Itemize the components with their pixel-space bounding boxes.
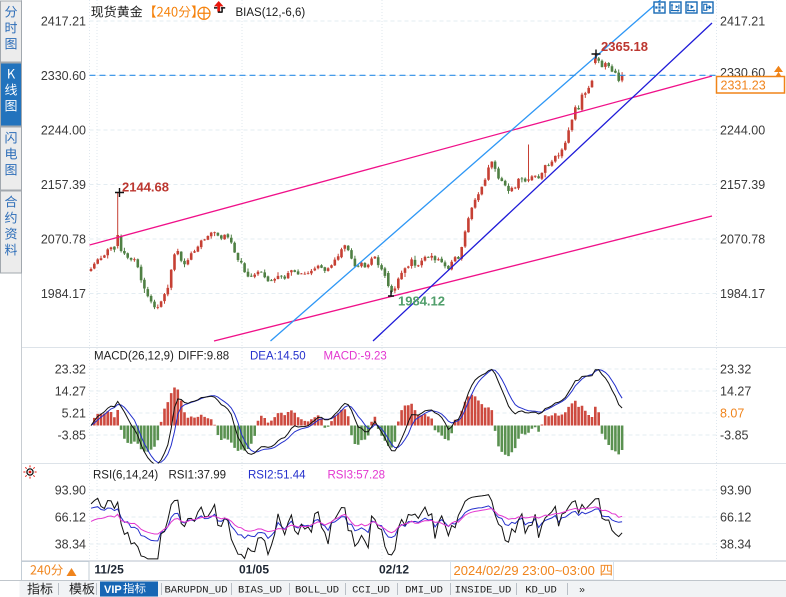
svg-text:11/25: 11/25 (94, 563, 124, 577)
svg-text:RSI(6,14,24): RSI(6,14,24) (93, 470, 158, 482)
svg-text:BIAS_UD: BIAS_UD (238, 585, 282, 597)
svg-text:BOLL_UD: BOLL_UD (295, 585, 339, 597)
svg-text:RSI2:51.44: RSI2:51.44 (248, 470, 306, 482)
svg-text:-3.85: -3.85 (720, 428, 749, 442)
svg-text:2244.00: 2244.00 (720, 123, 765, 137)
svg-text:2244.00: 2244.00 (41, 123, 86, 137)
svg-text:93.90: 93.90 (720, 483, 751, 497)
svg-text:BARUPDN_UD: BARUPDN_UD (164, 585, 227, 597)
svg-text:1984.17: 1984.17 (720, 287, 765, 301)
svg-text:2157.39: 2157.39 (41, 178, 86, 192)
svg-text:2144.68: 2144.68 (122, 180, 169, 195)
svg-text:2417.21: 2417.21 (41, 14, 86, 28)
svg-text:8.07: 8.07 (720, 406, 744, 420)
svg-text:2157.39: 2157.39 (720, 178, 765, 192)
svg-text:14.27: 14.27 (720, 384, 751, 398)
svg-text:1984.12: 1984.12 (398, 294, 445, 309)
svg-text:2330.60: 2330.60 (41, 69, 86, 83)
svg-text:MACD:-9.23: MACD:-9.23 (324, 351, 387, 363)
svg-text:01/05: 01/05 (239, 563, 269, 577)
svg-text:INSIDE_UD: INSIDE_UD (455, 585, 512, 597)
svg-text:RSI3:57.28: RSI3:57.28 (328, 470, 386, 482)
svg-text:-3.85: -3.85 (58, 428, 87, 442)
svg-text:DEA:14.50: DEA:14.50 (250, 351, 306, 363)
svg-text:MACD(26,12,9): MACD(26,12,9) (94, 351, 174, 363)
svg-text:2417.21: 2417.21 (720, 14, 765, 28)
svg-text:23.32: 23.32 (720, 362, 751, 376)
svg-text:23.32: 23.32 (55, 362, 86, 376)
svg-text:BIAS(12,-6,6): BIAS(12,-6,6) (236, 7, 306, 19)
svg-text:2331.23: 2331.23 (721, 79, 766, 93)
svg-text:2024/02/29 23:00~03:00: 2024/02/29 23:00~03:00 (454, 563, 595, 578)
svg-text:CCI_UD: CCI_UD (352, 585, 390, 597)
svg-text:RSI1:37.99: RSI1:37.99 (169, 470, 227, 482)
svg-text:02/12: 02/12 (379, 563, 409, 577)
svg-text:DIFF:9.88: DIFF:9.88 (178, 351, 229, 363)
svg-text:2070.78: 2070.78 (720, 232, 765, 246)
svg-text:VIP: VIP (104, 584, 122, 596)
svg-text:KD_UD: KD_UD (525, 585, 557, 597)
svg-text:38.34: 38.34 (720, 537, 751, 551)
svg-text:38.34: 38.34 (55, 537, 86, 551)
svg-text:14.27: 14.27 (55, 384, 86, 398)
svg-text:2070.78: 2070.78 (41, 232, 86, 246)
svg-text:93.90: 93.90 (55, 483, 86, 497)
svg-text:»: » (579, 584, 585, 596)
svg-text:66.12: 66.12 (55, 510, 86, 524)
svg-text:5.21: 5.21 (62, 406, 86, 420)
svg-text:66.12: 66.12 (720, 510, 751, 524)
svg-text:1984.17: 1984.17 (41, 287, 86, 301)
svg-text:2365.18: 2365.18 (601, 39, 648, 54)
svg-text:DMI_UD: DMI_UD (405, 585, 443, 597)
